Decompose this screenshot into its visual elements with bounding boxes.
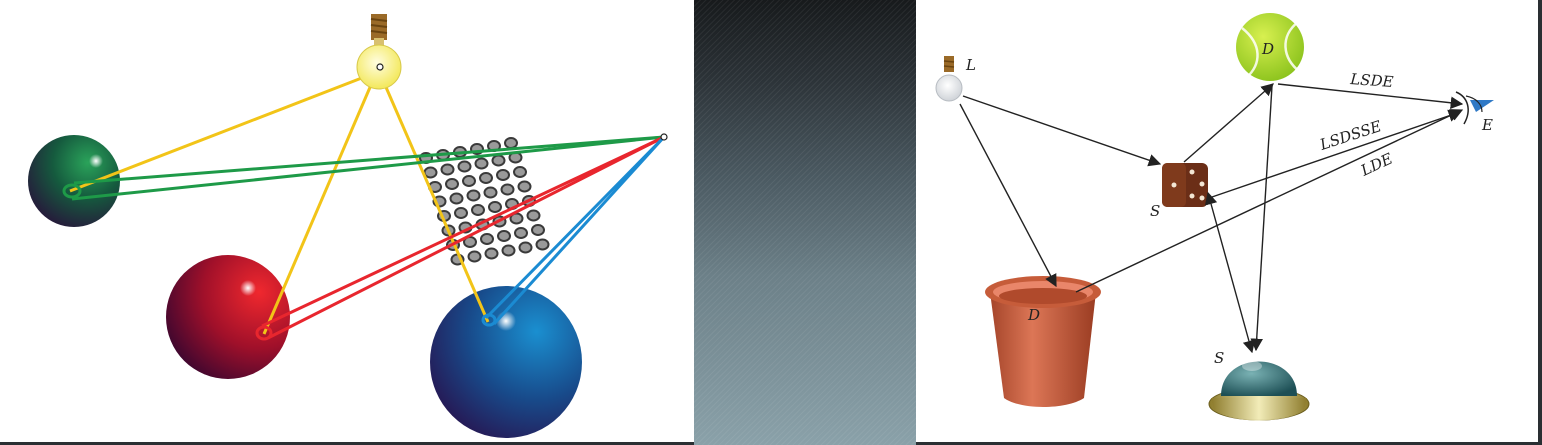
pixel-cell [535,238,550,251]
pixel-cell [514,227,528,239]
ray-tracing-diagram [0,0,694,442]
gradient-divider [694,0,916,445]
dice-label: S [1150,202,1160,220]
pixel-cell [491,154,506,167]
light-label: L [965,56,976,74]
pixel-cell [526,209,541,222]
dome-label: S [1214,349,1224,367]
eye-icon [1455,91,1494,125]
ball-label: D [1261,40,1274,58]
pixel-cell [449,192,464,205]
pixel-cell [423,166,438,179]
pixel-cell [518,241,533,254]
pixel-cell [467,250,482,263]
pixel-cell [462,175,476,187]
blue-rays [481,135,666,327]
dice-icon [1162,163,1208,207]
pixel-cell [474,157,489,170]
light-path-diagram: L D S D S E LSDE LSDSSE LDE [916,0,1538,442]
pixel-cell [483,186,498,199]
pixel-cell [480,233,494,245]
pixel-cell [517,180,532,193]
pixel-cell [471,204,485,216]
tennis-ball-icon [1236,13,1304,81]
pixel-cell [500,183,515,196]
pixel-cell [504,137,518,149]
pixel-cell [479,172,493,184]
pixel-cell [488,201,502,213]
yellow-rays [69,72,490,335]
path-label-lde: LDE [1357,149,1395,180]
light-path-arrows [959,83,1464,354]
pot-label: D [1027,306,1040,324]
flower-pot-icon [985,276,1101,407]
pixel-cell [497,230,511,242]
green-sphere [28,135,120,227]
path-label-lsde: LSDE [1349,70,1394,91]
pixel-cell [440,163,455,176]
eye-label: E [1481,116,1493,134]
pixel-cell [484,247,499,260]
red-sphere [166,255,290,379]
pixel-cell [531,224,545,236]
pixel-cell [466,189,481,202]
light-path-svg: L D S D S E LSDE LSDSSE LDE [935,13,1494,421]
red-rays [255,135,665,341]
path-label-lsdsse: LSDSSE [1317,117,1384,154]
pixel-cell [501,244,516,257]
dome-button-icon [1208,361,1310,421]
green-rays [62,135,665,201]
small-light-bulb-icon [935,56,963,102]
ray-tracing-svg [28,14,668,438]
pixel-cell [445,178,459,190]
pixel-cell [457,160,472,173]
light-bulb-icon [356,14,402,90]
pixel-cell [496,169,510,181]
eye-point [660,133,668,141]
pixel-cell [454,207,468,219]
pixel-cell [513,166,527,178]
